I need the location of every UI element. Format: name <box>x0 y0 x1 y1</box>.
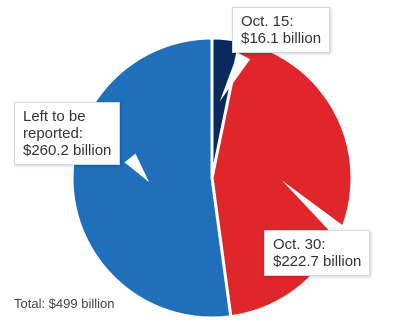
callout-oct-30-label: Oct. 30: <box>273 236 326 253</box>
callout-leader-0 <box>219 52 251 102</box>
pie-slices <box>70 36 354 320</box>
callout-leaders <box>124 52 345 238</box>
callout-leader-1 <box>124 153 150 183</box>
pie-slice-2 <box>70 36 233 320</box>
callout-oct-15: Oct. 15: $16.1 billion <box>232 7 331 53</box>
total-label: Total: $499 billion <box>14 296 115 311</box>
callout-oct-15-value: $16.1 billion <box>241 30 322 47</box>
callout-left-label-line2: reported: <box>23 125 84 142</box>
callout-oct-30: Oct. 30: $222.7 billion <box>264 230 371 276</box>
callout-left-label-line1: Left to be <box>23 108 86 125</box>
callout-leader-2 <box>281 180 345 238</box>
callout-oct-15-label: Oct. 15: <box>241 13 294 30</box>
callout-left-value: $260.2 billion <box>23 142 112 159</box>
callout-left-to-be-reported: Left to be reported: $260.2 billion <box>14 102 121 165</box>
callout-oct-30-value: $222.7 billion <box>273 253 362 270</box>
